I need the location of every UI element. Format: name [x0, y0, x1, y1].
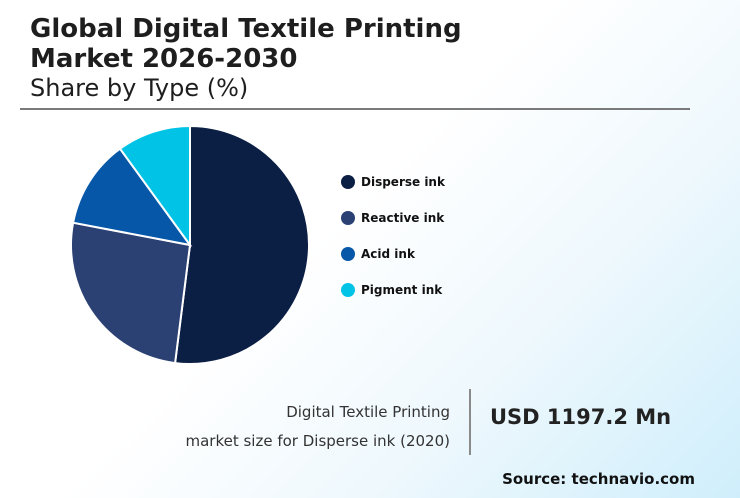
pie-slice-pigment-ink: [118, 124, 191, 249]
market-size-label: Digital Textile Printing market size for…: [185, 398, 450, 456]
header-divider: [20, 108, 690, 110]
legend-item-acid-ink: Acid ink: [341, 244, 445, 264]
legend-swatch-acid-ink: [341, 247, 355, 261]
legend-label-reactive-ink: Reactive ink: [361, 211, 445, 225]
chart-legend: Disperse ink Reactive ink Acid ink Pigme…: [341, 172, 445, 316]
chart-title-line-2: Market 2026-2030: [30, 44, 298, 74]
pie-slice-acid-ink: [71, 147, 193, 247]
footer-divider: [469, 389, 471, 455]
pie-slice-reactive-ink: [70, 221, 192, 365]
legend-label-disperse-ink: Disperse ink: [361, 175, 445, 189]
source-credit: Source: technavio.com: [502, 470, 695, 488]
chart-title-line-1: Global Digital Textile Printing: [30, 14, 462, 44]
legend-label-acid-ink: Acid ink: [361, 247, 415, 261]
chart-title: Global Digital Textile Printing Market 2…: [30, 14, 462, 74]
legend-item-reactive-ink: Reactive ink: [341, 208, 445, 228]
market-size-label-line-1: Digital Textile Printing: [286, 403, 450, 421]
chart-subtitle: Share by Type (%): [30, 74, 249, 102]
market-size-value: USD 1197.2 Mn: [490, 405, 672, 429]
legend-label-pigment-ink: Pigment ink: [361, 283, 443, 297]
pie-slice-disperse-ink: [173, 124, 310, 365]
legend-swatch-disperse-ink: [341, 175, 355, 189]
market-size-label-line-2: market size for Disperse ink (2020): [185, 432, 450, 450]
legend-item-pigment-ink: Pigment ink: [341, 280, 445, 300]
legend-swatch-pigment-ink: [341, 283, 355, 297]
legend-item-disperse-ink: Disperse ink: [341, 172, 445, 192]
legend-swatch-reactive-ink: [341, 211, 355, 225]
